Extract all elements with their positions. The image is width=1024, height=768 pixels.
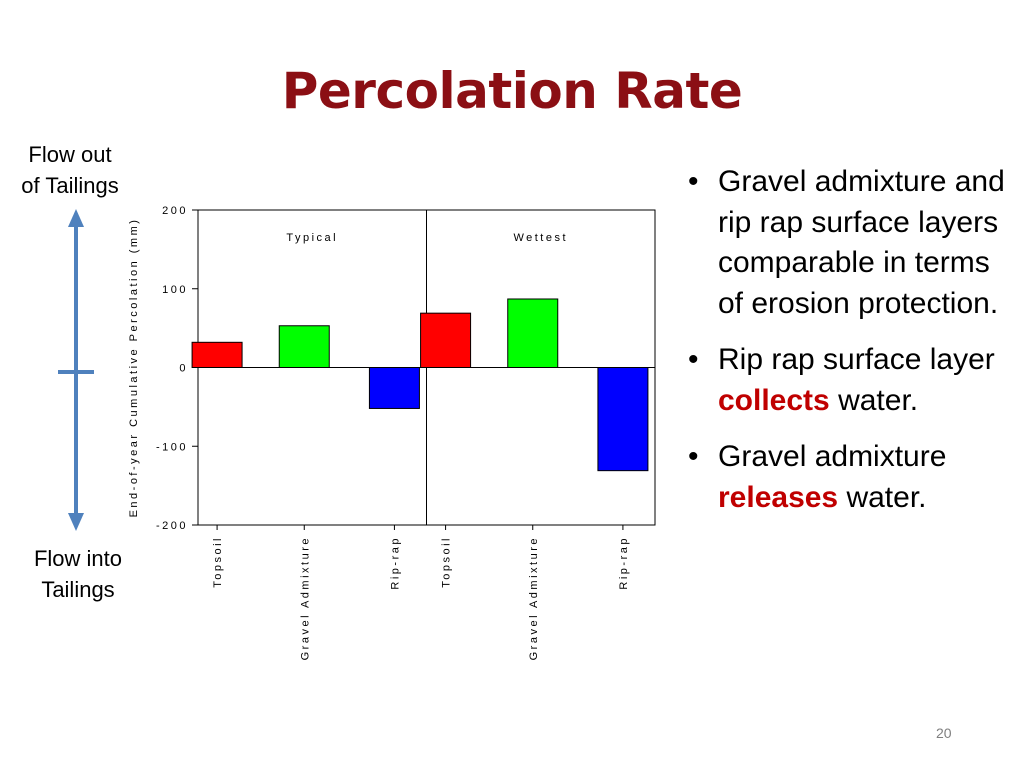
bar-typical-gravel-admixture [278,325,330,368]
y-axis-label: End-of-year Cumulative Percolation (mm) [128,218,140,518]
bar-typical-topsoil [191,341,243,369]
bullet-2-emphasis: collects [718,383,830,417]
y-tick-label: 100 [162,284,188,296]
bullet-list: • Gravel admixture and rip rap surface l… [686,162,1016,534]
bullet-3-emphasis: releases [718,480,839,514]
y-tick-label: -100 [156,441,188,453]
bullet-2-tail: water. [829,383,919,417]
percolation-chart: 200 100 0 -100 -200 End-of-year Cumulative Pe… [128,205,656,660]
double-arrow-icon [58,209,94,531]
bar-wettest-gravel-admixture [507,298,559,368]
slide-number: 20 [936,725,952,741]
flow-into-line2: Tailings [41,577,115,602]
bullet-1: • Gravel admixture and rip rap surface l… [688,165,1005,320]
panel-title-wettest: Wettest [513,232,568,244]
flow-into-label: Flow into Tailings [8,543,148,605]
panel-title-typical: Typical [286,232,338,244]
flow-into-line1: Flow into [33,546,123,571]
bar-wettest-rip-rap [597,367,649,472]
bullet-3-tail: water. [838,480,927,514]
x-tick-label: Topsoil [441,536,453,588]
bullet-2: • Rip rap surface layer collects water. [688,343,995,417]
bullet-1-text: Gravel admixture and rip rap surface lay… [718,165,1005,320]
y-tick-label: 200 [162,205,188,217]
y-tick-label: -200 [156,520,188,532]
bar-typical-rip-rap [368,367,420,409]
bullet-2-text: Rip rap surface layer [718,343,995,376]
x-tick-label: Topsoil [212,536,224,588]
flow-out-line1: Flow out [28,142,112,167]
x-tick-label: Gravel Admixture [528,536,540,660]
flow-out-line2: of Tailings [21,173,119,198]
flow-out-label: Flow out of Tailings [0,139,140,201]
bar-wettest-topsoil [420,312,472,368]
slide-title: Percolation Rate [281,62,743,120]
bullet-3: • Gravel admixture releases water. [688,440,947,514]
x-tick-label: Gravel Admixture [299,536,311,660]
bullet-3-text: Gravel admixture [718,440,947,473]
x-tick-label: Rip-rap [389,536,401,590]
x-tick-label: Rip-rap [618,536,630,590]
y-tick-label: 0 [179,363,188,375]
